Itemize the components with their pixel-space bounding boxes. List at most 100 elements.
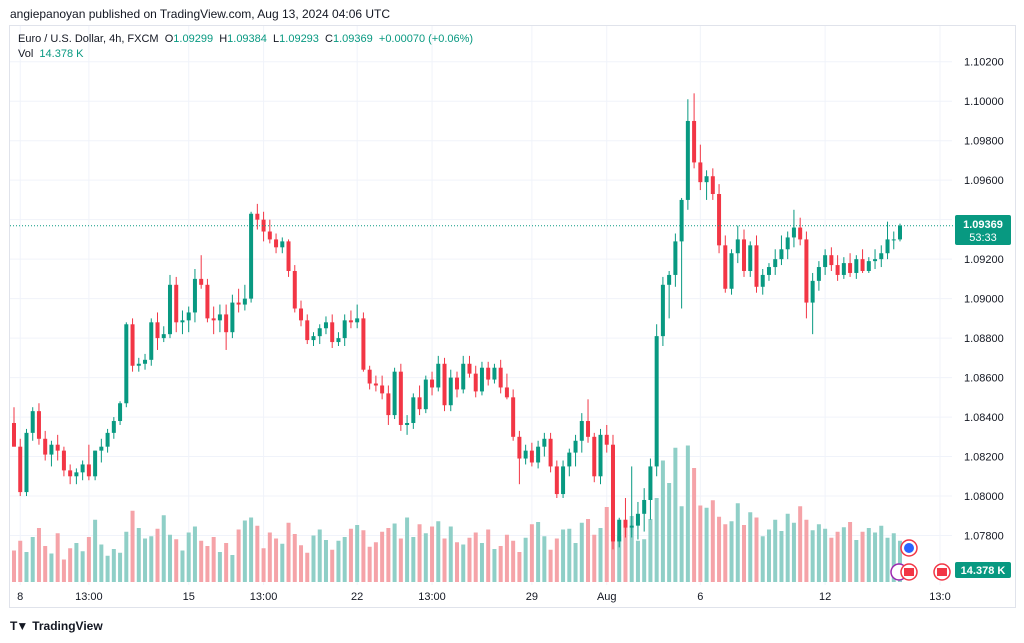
volume-bar <box>405 517 410 582</box>
candle-body <box>891 239 896 241</box>
time-tick-label: 8 <box>17 591 23 603</box>
volume-bar <box>891 533 896 582</box>
candle-body <box>211 318 216 321</box>
volume-bar <box>267 532 272 582</box>
candle-body <box>305 320 310 341</box>
candle-body <box>660 284 665 337</box>
legend-low: 1.09293 <box>279 33 319 45</box>
candle-body <box>604 434 609 445</box>
time-tick-label: 13:0 <box>929 591 950 603</box>
volume-bar <box>679 506 684 582</box>
time-axis: 8 13:00 15 13:00 22 13:00 29 Aug 6 12 13:0 <box>17 591 951 603</box>
legend-c-label: C <box>325 33 333 45</box>
volume-bar <box>791 522 796 582</box>
price-tick-label: 1.09600 <box>964 175 1004 187</box>
event-flags[interactable] <box>890 539 951 581</box>
candle-body <box>773 259 778 268</box>
price-tick-label: 1.09800 <box>964 136 1004 148</box>
volume-bar <box>660 460 665 582</box>
price-tick-label: 1.08400 <box>964 412 1004 424</box>
candle-body <box>124 324 129 404</box>
volume-bar <box>629 516 634 582</box>
volume-bar <box>192 526 197 582</box>
candle-body <box>99 446 104 451</box>
volume-bar <box>348 528 353 582</box>
volume-bar <box>810 530 815 582</box>
volume-bar <box>654 498 659 582</box>
time-tick-label: Aug <box>597 591 617 603</box>
candle-body <box>548 438 553 467</box>
candle-body <box>373 383 378 386</box>
candle-body <box>567 452 572 467</box>
candle-body <box>24 432 29 493</box>
candle-body <box>623 519 628 528</box>
candle-body <box>143 359 148 364</box>
candle-body <box>36 411 41 439</box>
candle-body <box>760 274 765 287</box>
legend-o-label: O <box>164 33 174 45</box>
volume-bar <box>323 540 328 582</box>
candle-body <box>286 241 291 271</box>
volume-bar <box>498 546 503 582</box>
volume-bar <box>529 524 534 582</box>
candle-body <box>816 267 821 281</box>
published-by: angiepanoyan published on TradingView.co… <box>10 7 391 21</box>
volume-bar <box>673 447 678 582</box>
candle-body <box>205 284 210 319</box>
volume-bar <box>710 500 715 582</box>
candle-body <box>723 245 728 289</box>
candle-body <box>55 444 60 451</box>
volume-bar <box>149 536 154 582</box>
candle-body <box>380 385 385 394</box>
volume-bar <box>835 531 840 582</box>
volume-bar <box>274 538 279 582</box>
volume-bars <box>12 445 902 582</box>
candle-body <box>230 302 235 333</box>
volume-bar <box>798 506 803 582</box>
candle-body <box>361 318 366 370</box>
volume-bar <box>74 543 79 582</box>
candle-body <box>679 199 684 242</box>
volume-bar <box>430 526 435 582</box>
volume-badge: 14.378 K <box>955 562 1011 578</box>
volume-bar <box>742 525 747 582</box>
volume-bar <box>167 534 172 582</box>
candle-body <box>742 239 747 271</box>
candle-body <box>511 397 516 437</box>
candle-body <box>848 263 853 273</box>
price-badge-bg <box>955 215 1011 245</box>
candle-body <box>798 227 803 240</box>
volume-badge-bg <box>955 562 1011 578</box>
volume-bar <box>217 552 222 582</box>
volume-bar <box>542 536 547 582</box>
candle-body <box>199 278 204 285</box>
legend-symbol: Euro / U.S. Dollar, 4h, FXCM <box>18 33 159 45</box>
time-tick-label: 6 <box>697 591 703 603</box>
candle-body <box>448 377 453 406</box>
candle-body <box>74 472 79 477</box>
volume-bar <box>361 530 366 582</box>
candle-body <box>735 239 740 254</box>
volume-bar <box>898 540 902 582</box>
volume-bar <box>336 540 341 582</box>
volume-bar <box>43 546 48 582</box>
candle-body <box>61 450 66 471</box>
volume-bar <box>373 542 378 582</box>
volume-bar <box>224 543 229 582</box>
candle-body <box>829 255 834 266</box>
time-tick-label: 15 <box>183 591 195 603</box>
time-tick-label: 22 <box>351 591 363 603</box>
candle-body <box>885 239 890 254</box>
volume-bar <box>18 540 23 582</box>
volume-bar <box>717 516 722 582</box>
volume-bar <box>86 537 91 582</box>
price-tick-label: 1.08000 <box>964 491 1004 503</box>
volume-bar <box>93 519 98 582</box>
candle-body <box>617 519 622 542</box>
volume-bar <box>592 534 597 582</box>
candle-body <box>317 328 322 337</box>
last-price-badge: 1.09369 53:33 <box>955 215 1011 245</box>
time-tick-label: 12 <box>819 591 831 603</box>
tradingview-logo[interactable]: T▼ TradingView <box>10 619 103 633</box>
